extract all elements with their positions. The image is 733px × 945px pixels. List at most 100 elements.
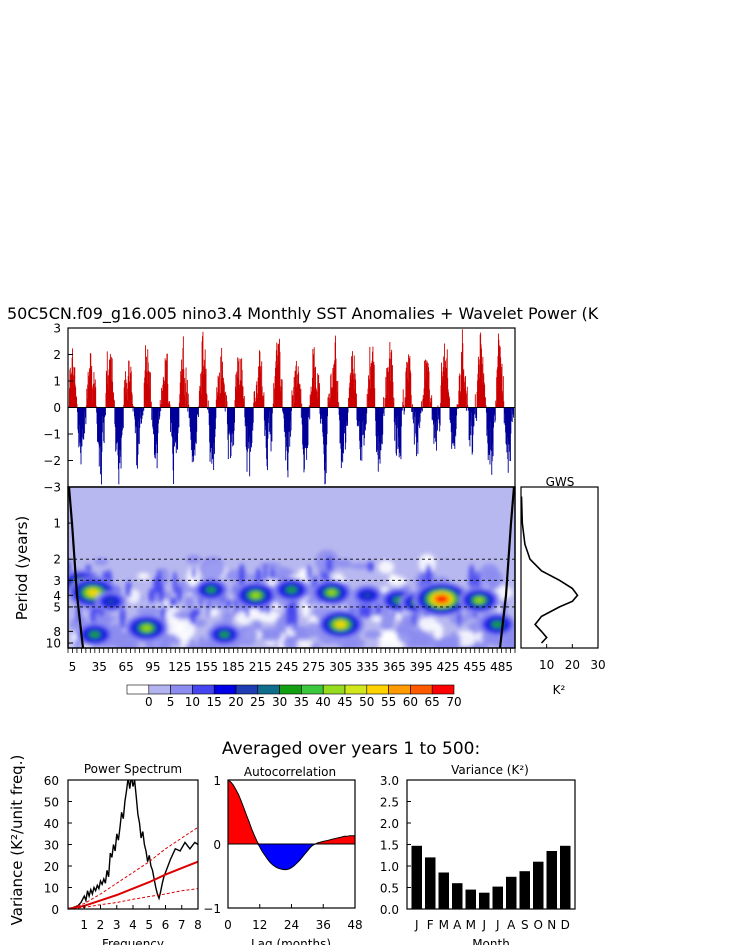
autocorrelation-x-tick-label: 36 (316, 918, 331, 932)
wavelet-mottle (165, 607, 181, 624)
colorbar-label: 60 (403, 695, 418, 709)
wavelet-contour (362, 591, 373, 599)
wavelet-streak (119, 606, 126, 630)
variance-y-tick-label: 3.0 (380, 774, 399, 788)
power-spectrum-y-label: Variance (K²/unit freq.) (8, 755, 26, 926)
colorbar: 0 5 10 15 20 25 30 35 40 45 50 55 60 65 70 (126, 684, 462, 709)
wavelet-x-tick-label: 155 (195, 660, 218, 674)
wavelet-x-tick-label: 245 (276, 660, 299, 674)
gws-line (520, 496, 579, 644)
wavelet-streak (367, 561, 374, 572)
wavelet-streak (189, 610, 196, 625)
wavelet-mottle (343, 636, 357, 648)
wavelet-x-tick-label: 305 (329, 660, 352, 674)
wavelet-streak (266, 606, 270, 615)
power-spectrum-x-tick-label: 6 (162, 918, 170, 932)
autocorrelation-x-tick-label: 0 (224, 918, 232, 932)
colorbar-swatch (301, 684, 324, 695)
colorbar-swatch (257, 684, 280, 695)
wavelet-x-tick-label: 5 (69, 660, 77, 674)
wavelet-y-tick-label: 10 (46, 637, 61, 651)
colorbar-label: 0 (145, 695, 153, 709)
variance-y-tick-label: 0.5 (380, 882, 399, 896)
variance-x-tick-label: M (439, 918, 449, 932)
autocorrelation-x-tick-label: 12 (252, 918, 267, 932)
wavelet-streak (326, 556, 333, 573)
variance-x-tick-label: A (507, 918, 516, 932)
autocorrelation-y-tick-label: −1 (203, 902, 221, 916)
power-spectrum-x-tick-label: 8 (194, 918, 202, 932)
wavelet-mottle (388, 573, 398, 582)
colorbar-label: 70 (446, 695, 461, 709)
variance-x-tick-label: J (495, 918, 500, 932)
gws-x-tick-label: 10 (539, 658, 554, 672)
colorbar-swatch (279, 684, 302, 695)
wavelet-x-tick-label: 95 (145, 660, 160, 674)
variance-x-tick-label: D (561, 918, 570, 932)
wavelet-contour (474, 597, 484, 604)
colorbar-label: 50 (359, 695, 374, 709)
wavelet-contour (219, 631, 230, 638)
autocorrelation-curve (227, 779, 355, 871)
wavelet-mottle (418, 553, 436, 573)
variance-x-tick-label: N (547, 918, 556, 932)
wavelet-contour (437, 596, 447, 602)
colorbar-label: 20 (228, 695, 243, 709)
variance-x-tick-label: J (414, 918, 419, 932)
colorbar-swatch (170, 684, 193, 695)
variance-y-tick-label: 2.5 (380, 796, 399, 810)
wavelet-contour (491, 621, 503, 628)
wavelet-y-label: Period (years) (13, 516, 31, 621)
autocorrelation-x-tick-label: 48 (347, 918, 362, 932)
power-spectrum-ticks: 60 50 40 30 20 10 0 1 2 3 4 5 6 7 8 (44, 774, 202, 932)
wavelet-y-tick-label: 5 (53, 600, 61, 614)
variance-bar (452, 883, 463, 909)
gws-x-tick-label: 30 (590, 658, 605, 672)
autocorrelation-negative-area (228, 844, 355, 870)
wavelet-mottle (184, 643, 200, 648)
wavelet-x-tick-label: 455 (463, 660, 486, 674)
timeseries-y-tick-label: −3 (43, 481, 61, 495)
variance-x-tick-label: A (453, 918, 462, 932)
power-spectrum-y-tick-label: 50 (44, 796, 59, 810)
variance-bar (506, 876, 517, 910)
autocorrelation-x-label: Lag (months) (251, 937, 331, 945)
wavelet-dashed-lines (68, 558, 515, 608)
colorbar-label: 30 (272, 695, 287, 709)
variance-y-tick-label: 1.5 (380, 839, 399, 853)
wavelet-streak (176, 585, 183, 603)
cone-of-influence-right (498, 486, 516, 649)
wavelet-streak (291, 607, 298, 629)
colorbar-swatch (213, 684, 237, 695)
wavelet-mottle (96, 615, 117, 623)
variance-x-label: Month (472, 937, 510, 945)
variance-ticks: J F M A M J J A S O N D3.02.52.01.51.00.50.0 (380, 774, 570, 932)
gws-frame (520, 486, 599, 649)
wavelet-mottle (94, 557, 109, 566)
wavelet-mottle (137, 572, 150, 580)
power-spectrum-y-tick-label: 20 (44, 860, 59, 874)
variance-bar (438, 872, 449, 909)
main-title: 50C5CN.f09_g16.005 nino3.4 Monthly SST A… (7, 304, 599, 324)
variance-bar (546, 851, 557, 909)
wavelet-contour (250, 592, 261, 599)
wavelet-mottle (506, 630, 515, 648)
wavelet-mottle (186, 554, 201, 564)
wavelet-mottle (448, 632, 461, 648)
wavelet-streak (226, 598, 232, 609)
variance-bar (492, 886, 503, 909)
wavelet-streak (375, 603, 382, 616)
variance-bar (519, 871, 530, 909)
autocorrelation-positive-area (228, 780, 355, 844)
wavelet-mottle (405, 638, 432, 646)
colorbar-swatch (366, 684, 389, 695)
power-spectrum-series (68, 888, 198, 909)
power-spectrum-x-label: Frequency (102, 937, 164, 945)
wavelet-y-tick-label: 3 (53, 574, 61, 588)
power-spectrum-y-tick-label: 0 (51, 903, 59, 917)
colorbar-label: 5 (167, 695, 175, 709)
variance-title: Variance (K²) (451, 763, 529, 777)
wavelet-mottle (380, 609, 394, 633)
wavelet-streak (207, 600, 211, 619)
